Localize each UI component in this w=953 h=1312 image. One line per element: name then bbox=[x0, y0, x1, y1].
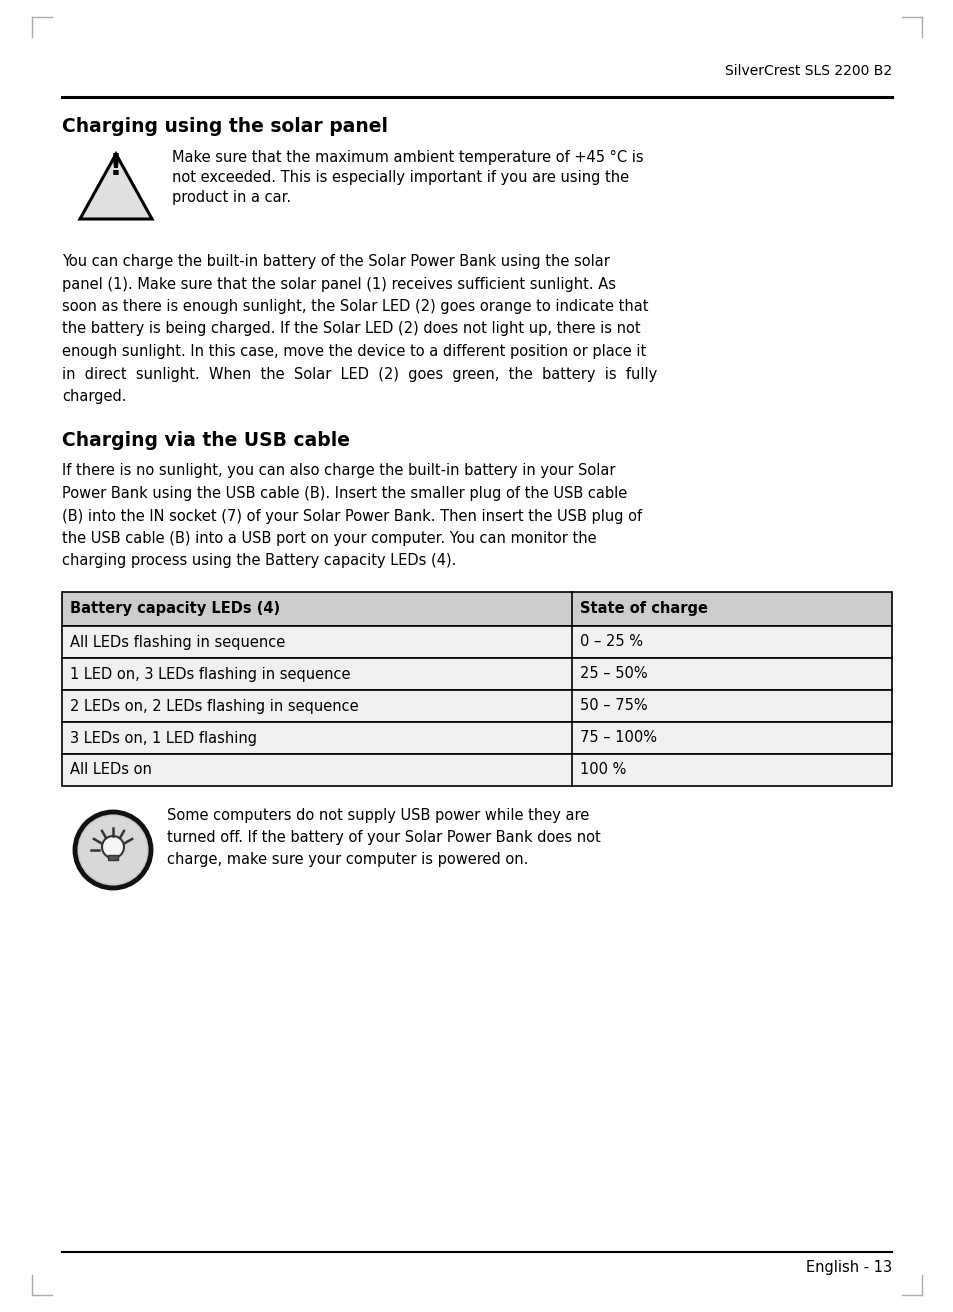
Text: charging process using the Battery capacity LEDs (4).: charging process using the Battery capac… bbox=[62, 554, 456, 568]
Text: !: ! bbox=[109, 152, 123, 181]
Text: All LEDs on: All LEDs on bbox=[70, 762, 152, 778]
Text: 1 LED on, 3 LEDs flashing in sequence: 1 LED on, 3 LEDs flashing in sequence bbox=[70, 666, 350, 681]
Text: Power Bank using the USB cable (B). Insert the smaller plug of the USB cable: Power Bank using the USB cable (B). Inse… bbox=[62, 485, 626, 501]
Text: Make sure that the maximum ambient temperature of +45 °C is: Make sure that the maximum ambient tempe… bbox=[172, 150, 643, 165]
Text: 3 LEDs on, 1 LED flashing: 3 LEDs on, 1 LED flashing bbox=[70, 731, 256, 745]
Text: soon as there is enough sunlight, the Solar LED (2) goes orange to indicate that: soon as there is enough sunlight, the So… bbox=[62, 299, 648, 314]
Text: English - 13: English - 13 bbox=[805, 1260, 891, 1275]
FancyBboxPatch shape bbox=[62, 690, 891, 722]
Text: charge, make sure your computer is powered on.: charge, make sure your computer is power… bbox=[167, 851, 528, 867]
Text: 75 – 100%: 75 – 100% bbox=[579, 731, 657, 745]
Text: the battery is being charged. If the Solar LED (2) does not light up, there is n: the battery is being charged. If the Sol… bbox=[62, 321, 640, 336]
Text: 2 LEDs on, 2 LEDs flashing in sequence: 2 LEDs on, 2 LEDs flashing in sequence bbox=[70, 698, 358, 714]
FancyBboxPatch shape bbox=[62, 626, 891, 659]
Polygon shape bbox=[80, 154, 152, 219]
Text: enough sunlight. In this case, move the device to a different position or place : enough sunlight. In this case, move the … bbox=[62, 344, 645, 359]
Text: (B) into the IN socket (7) of your Solar Power Bank. Then insert the USB plug of: (B) into the IN socket (7) of your Solar… bbox=[62, 509, 641, 523]
Text: You can charge the built-in battery of the Solar Power Bank using the solar: You can charge the built-in battery of t… bbox=[62, 255, 609, 269]
Text: SilverCrest SLS 2200 B2: SilverCrest SLS 2200 B2 bbox=[724, 64, 891, 77]
FancyBboxPatch shape bbox=[62, 754, 891, 786]
Text: in  direct  sunlight.  When  the  Solar  LED  (2)  goes  green,  the  battery  i: in direct sunlight. When the Solar LED (… bbox=[62, 366, 657, 382]
Text: turned off. If the battery of your Solar Power Bank does not: turned off. If the battery of your Solar… bbox=[167, 830, 600, 845]
Text: Charging via the USB cable: Charging via the USB cable bbox=[62, 432, 350, 450]
Circle shape bbox=[102, 836, 124, 858]
Text: not exceeded. This is especially important if you are using the: not exceeded. This is especially importa… bbox=[172, 171, 628, 185]
Text: product in a car.: product in a car. bbox=[172, 190, 291, 205]
Text: 50 – 75%: 50 – 75% bbox=[579, 698, 647, 714]
Text: the USB cable (B) into a USB port on your computer. You can monitor the: the USB cable (B) into a USB port on you… bbox=[62, 531, 596, 546]
Text: Battery capacity LEDs (4): Battery capacity LEDs (4) bbox=[70, 601, 280, 617]
FancyBboxPatch shape bbox=[62, 659, 891, 690]
Text: State of charge: State of charge bbox=[579, 601, 708, 617]
Text: All LEDs flashing in sequence: All LEDs flashing in sequence bbox=[70, 635, 285, 649]
Text: 25 – 50%: 25 – 50% bbox=[579, 666, 647, 681]
Text: charged.: charged. bbox=[62, 388, 127, 404]
Text: panel (1). Make sure that the solar panel (1) receives sufficient sunlight. As: panel (1). Make sure that the solar pane… bbox=[62, 277, 616, 291]
FancyBboxPatch shape bbox=[108, 855, 118, 859]
Text: 0 – 25 %: 0 – 25 % bbox=[579, 635, 642, 649]
Text: If there is no sunlight, you can also charge the built-in battery in your Solar: If there is no sunlight, you can also ch… bbox=[62, 463, 615, 479]
Circle shape bbox=[75, 812, 151, 888]
Text: Charging using the solar panel: Charging using the solar panel bbox=[62, 117, 388, 136]
Text: 100 %: 100 % bbox=[579, 762, 626, 778]
FancyBboxPatch shape bbox=[62, 722, 891, 754]
FancyBboxPatch shape bbox=[62, 592, 891, 626]
Circle shape bbox=[79, 816, 147, 884]
Text: Some computers do not supply USB power while they are: Some computers do not supply USB power w… bbox=[167, 808, 589, 823]
